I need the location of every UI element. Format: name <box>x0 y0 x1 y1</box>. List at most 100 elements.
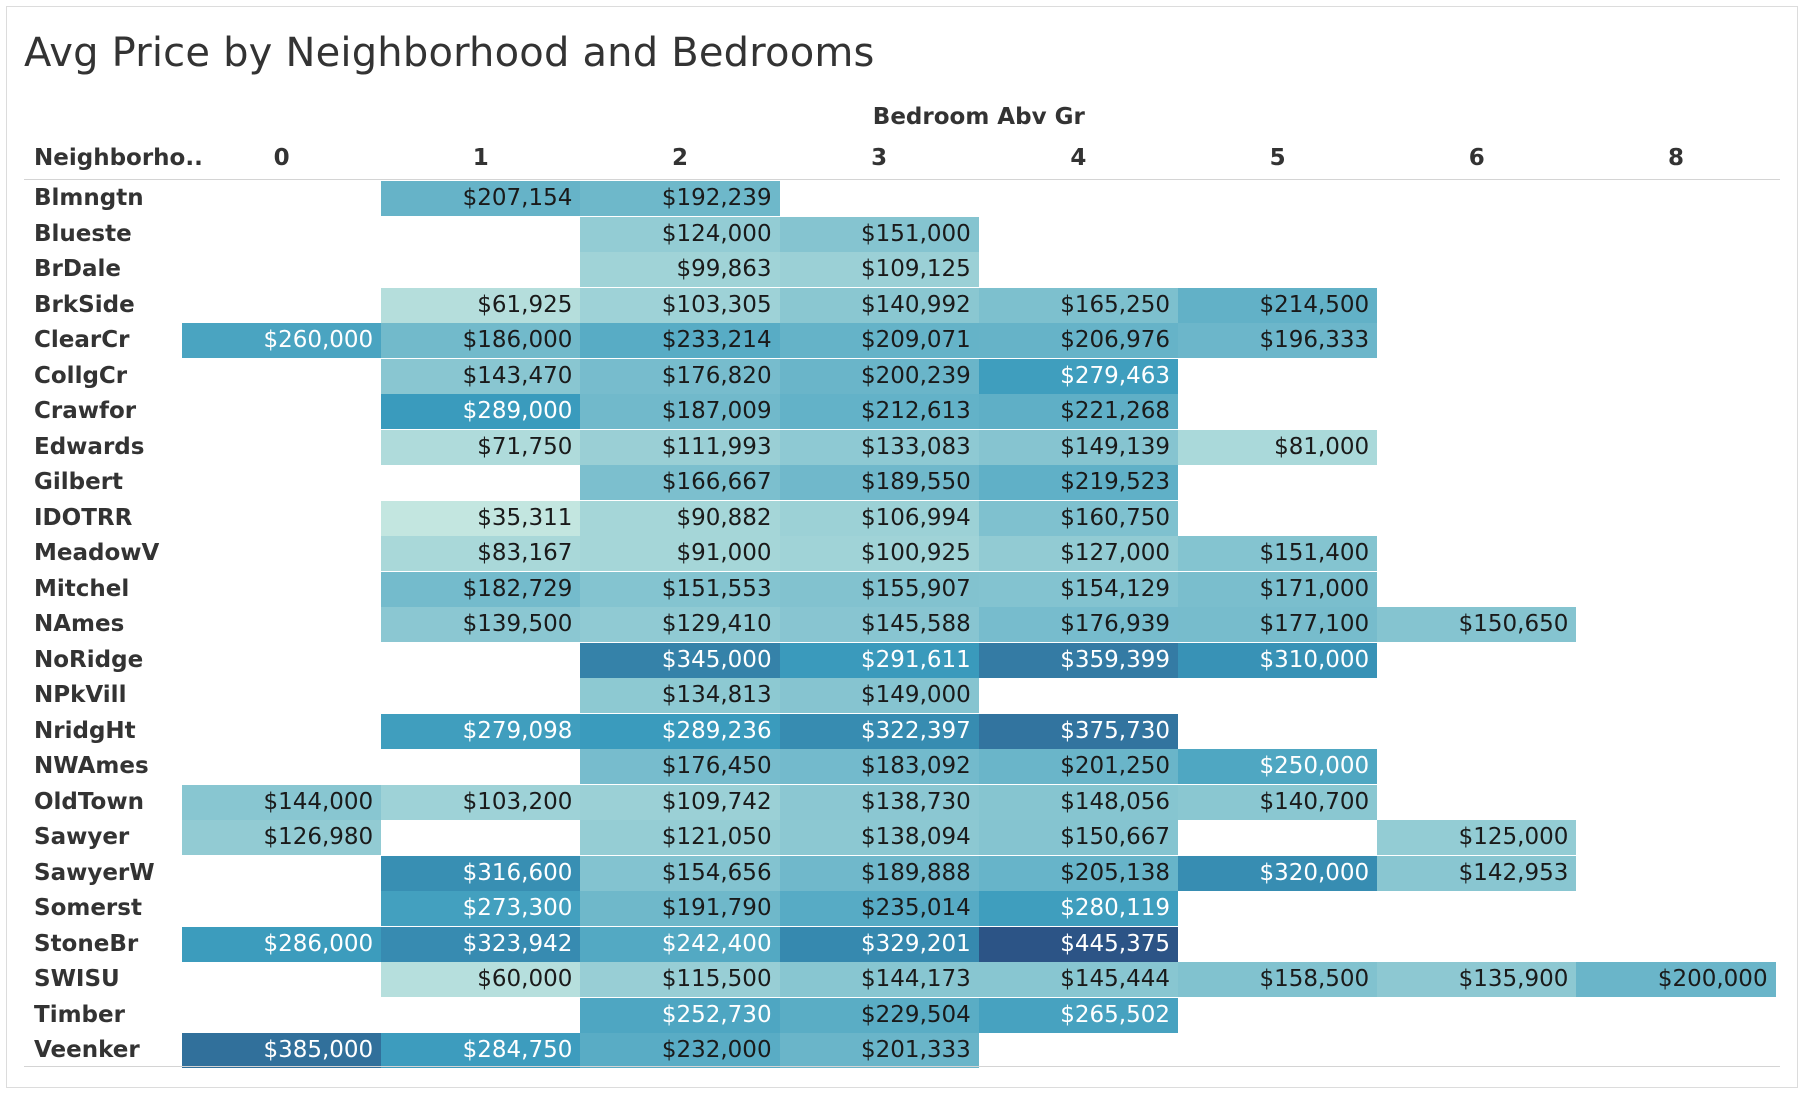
heatmap-cell: $279,098 <box>381 713 581 749</box>
header-divider <box>24 179 1780 180</box>
heatmap-cell: $291,611 <box>779 642 979 678</box>
heatmap-cell: $160,750 <box>978 500 1178 536</box>
heatmap-cell: $83,167 <box>381 536 581 571</box>
heatmap-cell: $235,014 <box>779 891 979 926</box>
heatmap-cell: $121,050 <box>580 820 780 855</box>
heatmap-cell: $205,138 <box>978 855 1178 891</box>
heatmap-cell: $177,100 <box>1178 607 1378 642</box>
heatmap-cell: $233,214 <box>580 323 780 358</box>
row-label-collgcr: CollgCr <box>34 362 128 389</box>
row-label-meadowv: MeadowV <box>34 540 160 566</box>
row-label-nridght: NridgHt <box>34 717 136 744</box>
heatmap-cell: $71,750 <box>381 429 581 465</box>
heatmap-cell: $284,750 <box>381 1033 581 1068</box>
heatmap-cell: $212,613 <box>779 394 979 429</box>
heatmap-cell: $154,656 <box>580 855 780 891</box>
row-label-npkvill: NPkVill <box>34 682 127 708</box>
row-label-stonebr: StoneBr <box>34 930 139 957</box>
heatmap-cell: $280,119 <box>978 891 1178 926</box>
bottom-divider <box>24 1066 1780 1067</box>
row-label-somerst: Somerst <box>34 895 142 921</box>
row-label-nwames: NWAmes <box>34 753 149 779</box>
heatmap-cell: $145,588 <box>779 607 979 642</box>
heatmap-cell: $91,000 <box>580 536 780 571</box>
heatmap-cell: $221,268 <box>978 394 1178 429</box>
row-label-sawyer: Sawyer <box>34 824 130 850</box>
heatmap-cell: $158,500 <box>1178 962 1378 997</box>
heatmap-cell: $115,500 <box>580 962 780 997</box>
heatmap-cell: $310,000 <box>1178 642 1378 678</box>
heatmap-cell: $232,000 <box>580 1033 780 1068</box>
column-label-3: 3 <box>871 145 888 171</box>
row-label-edwards: Edwards <box>34 433 145 460</box>
heatmap-cell: $265,502 <box>978 997 1178 1033</box>
heatmap-cell: $289,000 <box>381 394 581 429</box>
heatmap-cell: $103,305 <box>580 287 780 323</box>
heatmap-cell: $316,600 <box>381 855 581 891</box>
row-label-veenker: Veenker <box>34 1037 140 1063</box>
heatmap-cell: $109,125 <box>779 252 979 287</box>
heatmap-cell: $166,667 <box>580 465 780 500</box>
heatmap-cell: $273,300 <box>381 891 581 926</box>
heatmap-cell: $140,992 <box>779 287 979 323</box>
heatmap-cell: $206,976 <box>978 323 1178 358</box>
heatmap-cell: $154,129 <box>978 571 1178 607</box>
column-label-0: 0 <box>273 145 290 171</box>
heatmap-cell: $165,250 <box>978 287 1178 323</box>
heatmap-cell: $151,553 <box>580 571 780 607</box>
heatmap-cell: $133,083 <box>779 429 979 465</box>
heatmap-cell: $191,790 <box>580 891 780 926</box>
heatmap-cell: $144,000 <box>182 784 382 820</box>
row-label-mitchel: Mitchel <box>34 575 130 602</box>
heatmap-cell: $445,375 <box>978 926 1178 962</box>
heatmap-cell: $214,500 <box>1178 287 1378 323</box>
heatmap-cell: $176,820 <box>580 358 780 394</box>
heatmap-cell: $125,000 <box>1377 820 1577 855</box>
row-label-oldtown: OldTown <box>34 788 144 815</box>
heatmap-cell: $61,925 <box>381 287 581 323</box>
heatmap-cell: $81,000 <box>1178 429 1378 465</box>
heatmap-cell: $176,939 <box>978 607 1178 642</box>
heatmap-cell: $100,925 <box>779 536 979 571</box>
heatmap-cell: $138,730 <box>779 784 979 820</box>
chart-frame <box>6 6 1798 1088</box>
heatmap-cell: $192,239 <box>580 181 780 216</box>
heatmap-cell: $329,201 <box>779 926 979 962</box>
column-label-5: 5 <box>1269 145 1286 171</box>
heatmap-cell: $126,980 <box>182 820 382 855</box>
heatmap-cell: $320,000 <box>1178 855 1378 891</box>
heatmap-cell: $111,993 <box>580 429 780 465</box>
column-label-4: 4 <box>1070 145 1087 171</box>
heatmap-cell: $103,200 <box>381 784 581 820</box>
heatmap-cell: $60,000 <box>381 962 581 997</box>
heatmap-cell: $148,056 <box>978 784 1178 820</box>
row-label-brkside: BrkSide <box>34 291 135 318</box>
heatmap-cell: $375,730 <box>978 713 1178 749</box>
heatmap-cell: $289,236 <box>580 713 780 749</box>
heatmap-cell: $242,400 <box>580 926 780 962</box>
row-label-gilbert: Gilbert <box>34 469 124 495</box>
heatmap-cell: $127,000 <box>978 536 1178 571</box>
heatmap-cell: $183,092 <box>779 749 979 784</box>
heatmap-cell: $135,900 <box>1377 962 1577 997</box>
heatmap-cell: $196,333 <box>1178 323 1378 358</box>
row-label-names: NAmes <box>34 611 125 637</box>
heatmap-cell: $35,311 <box>381 500 581 536</box>
heatmap-cell: $171,000 <box>1178 571 1378 607</box>
heatmap-cell: $189,888 <box>779 855 979 891</box>
row-label-clearcr: ClearCr <box>34 327 130 353</box>
heatmap-cell: $109,742 <box>580 784 780 820</box>
heatmap-cell: $124,000 <box>580 216 780 252</box>
heatmap-cell: $138,094 <box>779 820 979 855</box>
heatmap-cell: $140,700 <box>1178 784 1378 820</box>
row-label-noridge: NoRidge <box>34 646 144 673</box>
heatmap-cell: $323,942 <box>381 926 581 962</box>
heatmap-cell: $219,523 <box>978 465 1178 500</box>
heatmap-cell: $106,994 <box>779 500 979 536</box>
heatmap-cell: $201,250 <box>978 749 1178 784</box>
heatmap-cell: $189,550 <box>779 465 979 500</box>
heatmap-cell: $142,953 <box>1377 855 1577 891</box>
heatmap-cell: $229,504 <box>779 997 979 1033</box>
heatmap-cell: $182,729 <box>381 571 581 607</box>
row-header-title: Neighborho.. <box>34 145 203 171</box>
